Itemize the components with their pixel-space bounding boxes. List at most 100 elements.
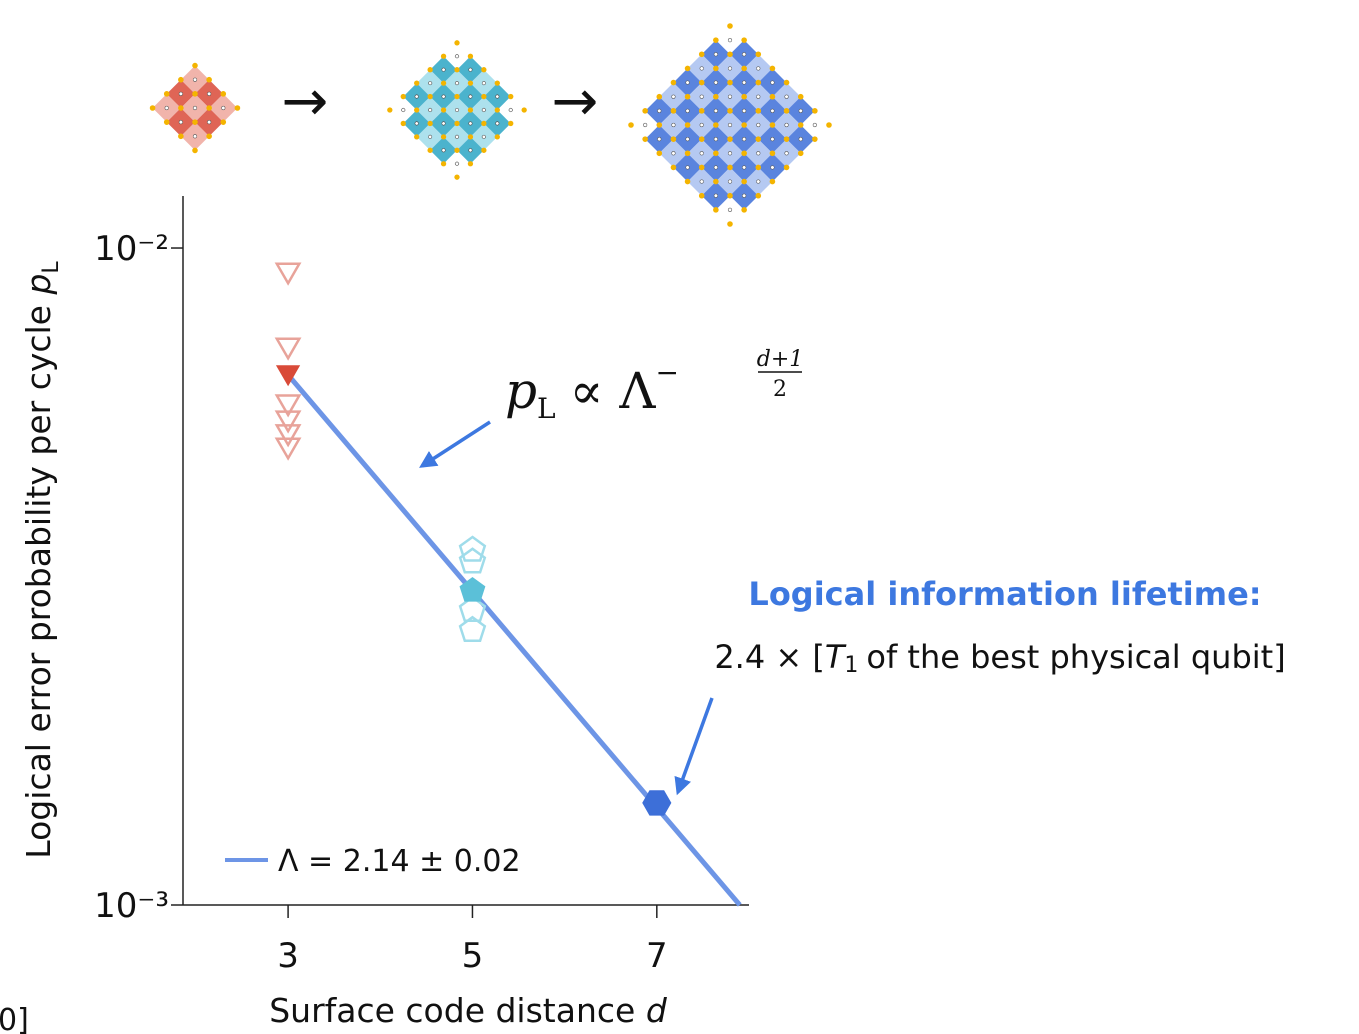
qubit (178, 76, 184, 83)
qubit (221, 105, 226, 111)
qubit (481, 134, 486, 139)
qubit (414, 80, 420, 86)
qubit (441, 94, 446, 99)
qubit (206, 76, 212, 83)
qubit (727, 79, 733, 86)
qubit (685, 108, 690, 113)
qubit (684, 122, 691, 128)
qubit (206, 105, 212, 111)
qubit (628, 122, 634, 128)
qubit (698, 136, 705, 142)
qubit (468, 94, 473, 99)
qubit (414, 107, 420, 113)
y-label-sub: L (39, 261, 64, 274)
qubit (684, 93, 691, 100)
qubit (741, 207, 747, 213)
qubit (798, 108, 803, 113)
qubit (784, 94, 789, 99)
qubit (481, 81, 486, 86)
x-label-var: d (646, 991, 668, 1030)
qubit (812, 136, 818, 142)
qubit (783, 108, 790, 114)
plot-area: 10⁻² 10⁻³ 3 5 7 Λ = 2.14 ± 0.02 (94, 196, 749, 976)
qubit (727, 66, 733, 71)
qubit (684, 150, 691, 157)
qubit (713, 137, 718, 142)
qubit (741, 65, 747, 72)
qubit (428, 107, 433, 113)
qubit (192, 62, 198, 69)
qubit (713, 108, 718, 113)
qubit (481, 147, 487, 153)
qubit (178, 133, 184, 140)
qubit (713, 122, 719, 128)
lifetime-text: 2.4 × [T1 of the best physical qubit] (714, 638, 1285, 678)
qubit (400, 120, 406, 127)
qubit (742, 165, 747, 170)
qubit (441, 67, 446, 72)
formula-rel: ∝ Λ (570, 362, 657, 420)
qubit (698, 51, 705, 58)
qubit (454, 161, 460, 166)
qubit (713, 178, 719, 185)
qubit (727, 207, 733, 212)
qubit (670, 79, 677, 86)
qubit (481, 93, 487, 100)
qubit (454, 107, 460, 113)
marker (275, 365, 301, 387)
marker (274, 337, 302, 361)
qubit (797, 122, 804, 128)
qubit (387, 107, 393, 113)
x-tick-label: 3 (277, 936, 299, 976)
qubit (454, 174, 460, 180)
qubit (685, 80, 690, 85)
qubit (784, 122, 789, 128)
qubit (401, 107, 406, 113)
qubit (440, 107, 447, 113)
legend-label: Λ = 2.14 ± 0.02 (278, 844, 521, 879)
qubit (742, 137, 747, 142)
qubit (755, 164, 762, 171)
qubit (192, 77, 198, 82)
qubit (178, 91, 183, 96)
qubit (826, 122, 832, 128)
qubit (427, 147, 433, 153)
lattice-illustrations (149, 23, 832, 227)
qubit (164, 105, 169, 111)
marker (458, 535, 487, 562)
marker (458, 547, 487, 574)
qubit (671, 94, 676, 99)
qubit (467, 161, 474, 167)
qubit (769, 122, 776, 128)
qubit (713, 52, 718, 57)
qubit (454, 54, 460, 59)
formula-exp-den: 2 (773, 377, 787, 402)
marker (458, 595, 487, 622)
marker (274, 437, 302, 461)
qubit (192, 134, 198, 139)
qubit (755, 51, 762, 58)
qubit (454, 134, 460, 139)
qubit (428, 81, 433, 86)
qubit (698, 192, 705, 199)
qubit (699, 122, 704, 128)
qubit (783, 79, 790, 86)
qubit (698, 79, 705, 86)
qubit (699, 151, 704, 156)
qubit (727, 94, 733, 99)
qubit (192, 105, 198, 111)
qubit (713, 37, 719, 43)
qubit (657, 137, 662, 142)
qubit (756, 122, 761, 128)
x-tick-label: 7 (646, 936, 668, 976)
qubit (656, 122, 663, 128)
qubit (521, 107, 527, 113)
formula-base: p (505, 362, 537, 420)
marker (274, 424, 302, 448)
qubit (163, 91, 170, 97)
qubit (670, 108, 677, 114)
qubit (656, 93, 663, 100)
qubit (467, 107, 474, 113)
qubit (769, 150, 776, 157)
